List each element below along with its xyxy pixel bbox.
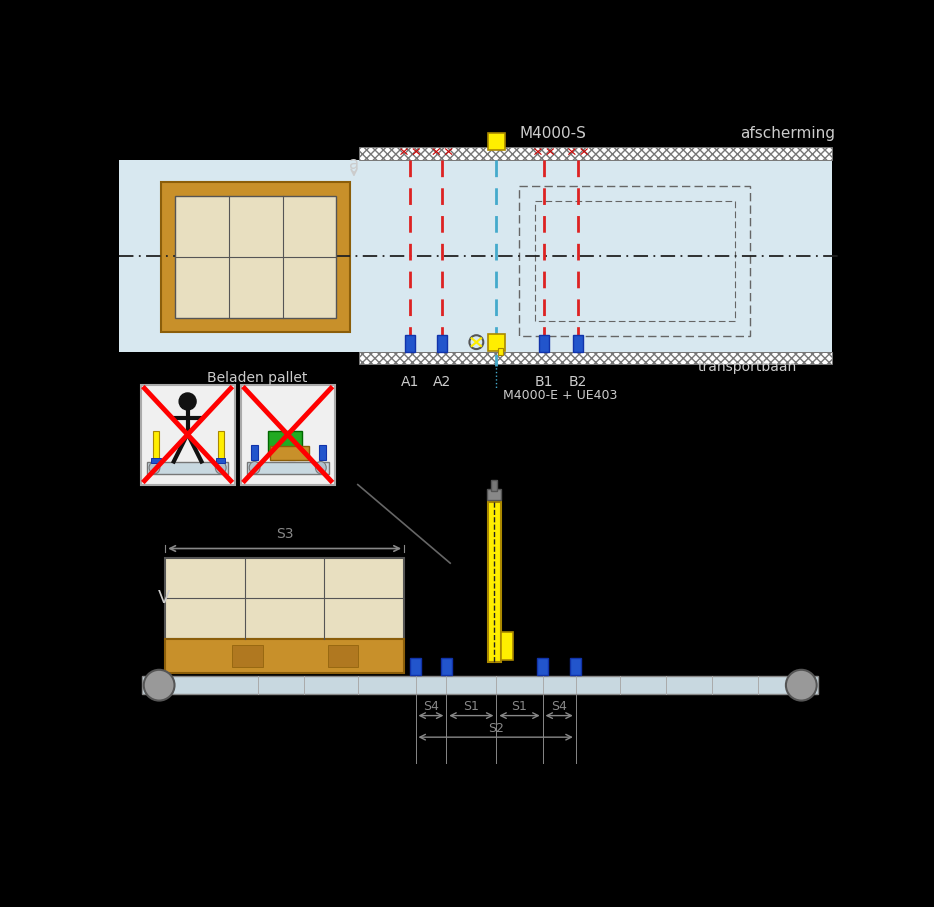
Bar: [488, 133, 505, 151]
Bar: [360, 160, 832, 352]
Text: S4: S4: [423, 700, 439, 713]
Bar: [216, 458, 225, 463]
Circle shape: [144, 669, 175, 700]
Bar: [519, 186, 751, 336]
Text: S3: S3: [276, 527, 293, 541]
Text: S2: S2: [488, 722, 503, 735]
Text: S1: S1: [512, 700, 528, 713]
Bar: [410, 658, 421, 675]
Bar: [488, 489, 501, 500]
Bar: [573, 336, 583, 352]
Ellipse shape: [216, 462, 226, 473]
Text: B1: B1: [535, 375, 553, 389]
Text: Beladen pallet: Beladen pallet: [207, 371, 308, 385]
Bar: [247, 462, 329, 473]
Circle shape: [785, 669, 816, 700]
Bar: [318, 444, 326, 460]
Bar: [501, 632, 513, 660]
Bar: [571, 658, 581, 675]
Bar: [328, 645, 359, 667]
Text: afscherming: afscherming: [740, 126, 835, 141]
Text: A2: A2: [433, 375, 452, 389]
Text: A1: A1: [401, 375, 419, 389]
Bar: [360, 147, 832, 160]
Text: S1: S1: [463, 700, 479, 713]
Text: transportbaan: transportbaan: [698, 360, 797, 374]
Bar: [288, 444, 295, 460]
Text: a: a: [349, 155, 359, 173]
Bar: [488, 334, 505, 351]
Bar: [268, 431, 303, 455]
Bar: [165, 639, 404, 673]
Bar: [488, 502, 501, 662]
Bar: [241, 385, 334, 484]
Bar: [535, 201, 735, 320]
Bar: [142, 677, 818, 694]
Bar: [141, 385, 234, 484]
Bar: [498, 348, 503, 356]
Bar: [537, 658, 548, 675]
Text: S4: S4: [551, 700, 567, 713]
Ellipse shape: [149, 462, 160, 473]
Bar: [250, 444, 259, 460]
Bar: [153, 431, 159, 462]
Circle shape: [179, 393, 196, 410]
Text: M4000-E + UE403: M4000-E + UE403: [502, 389, 617, 402]
Bar: [491, 480, 497, 491]
Bar: [270, 446, 308, 460]
Ellipse shape: [249, 462, 260, 473]
Text: V: V: [158, 589, 170, 607]
Ellipse shape: [316, 462, 326, 473]
Bar: [165, 558, 404, 639]
Text: M4000-S: M4000-S: [519, 126, 587, 141]
Bar: [233, 645, 263, 667]
Text: B2: B2: [569, 375, 587, 389]
Bar: [539, 336, 549, 352]
Bar: [441, 658, 452, 675]
Bar: [405, 336, 415, 352]
Bar: [176, 196, 336, 318]
Bar: [120, 160, 360, 352]
Bar: [147, 462, 229, 473]
Bar: [151, 458, 161, 463]
Bar: [360, 352, 832, 365]
Bar: [437, 336, 447, 352]
Bar: [218, 431, 224, 462]
Bar: [162, 182, 350, 332]
